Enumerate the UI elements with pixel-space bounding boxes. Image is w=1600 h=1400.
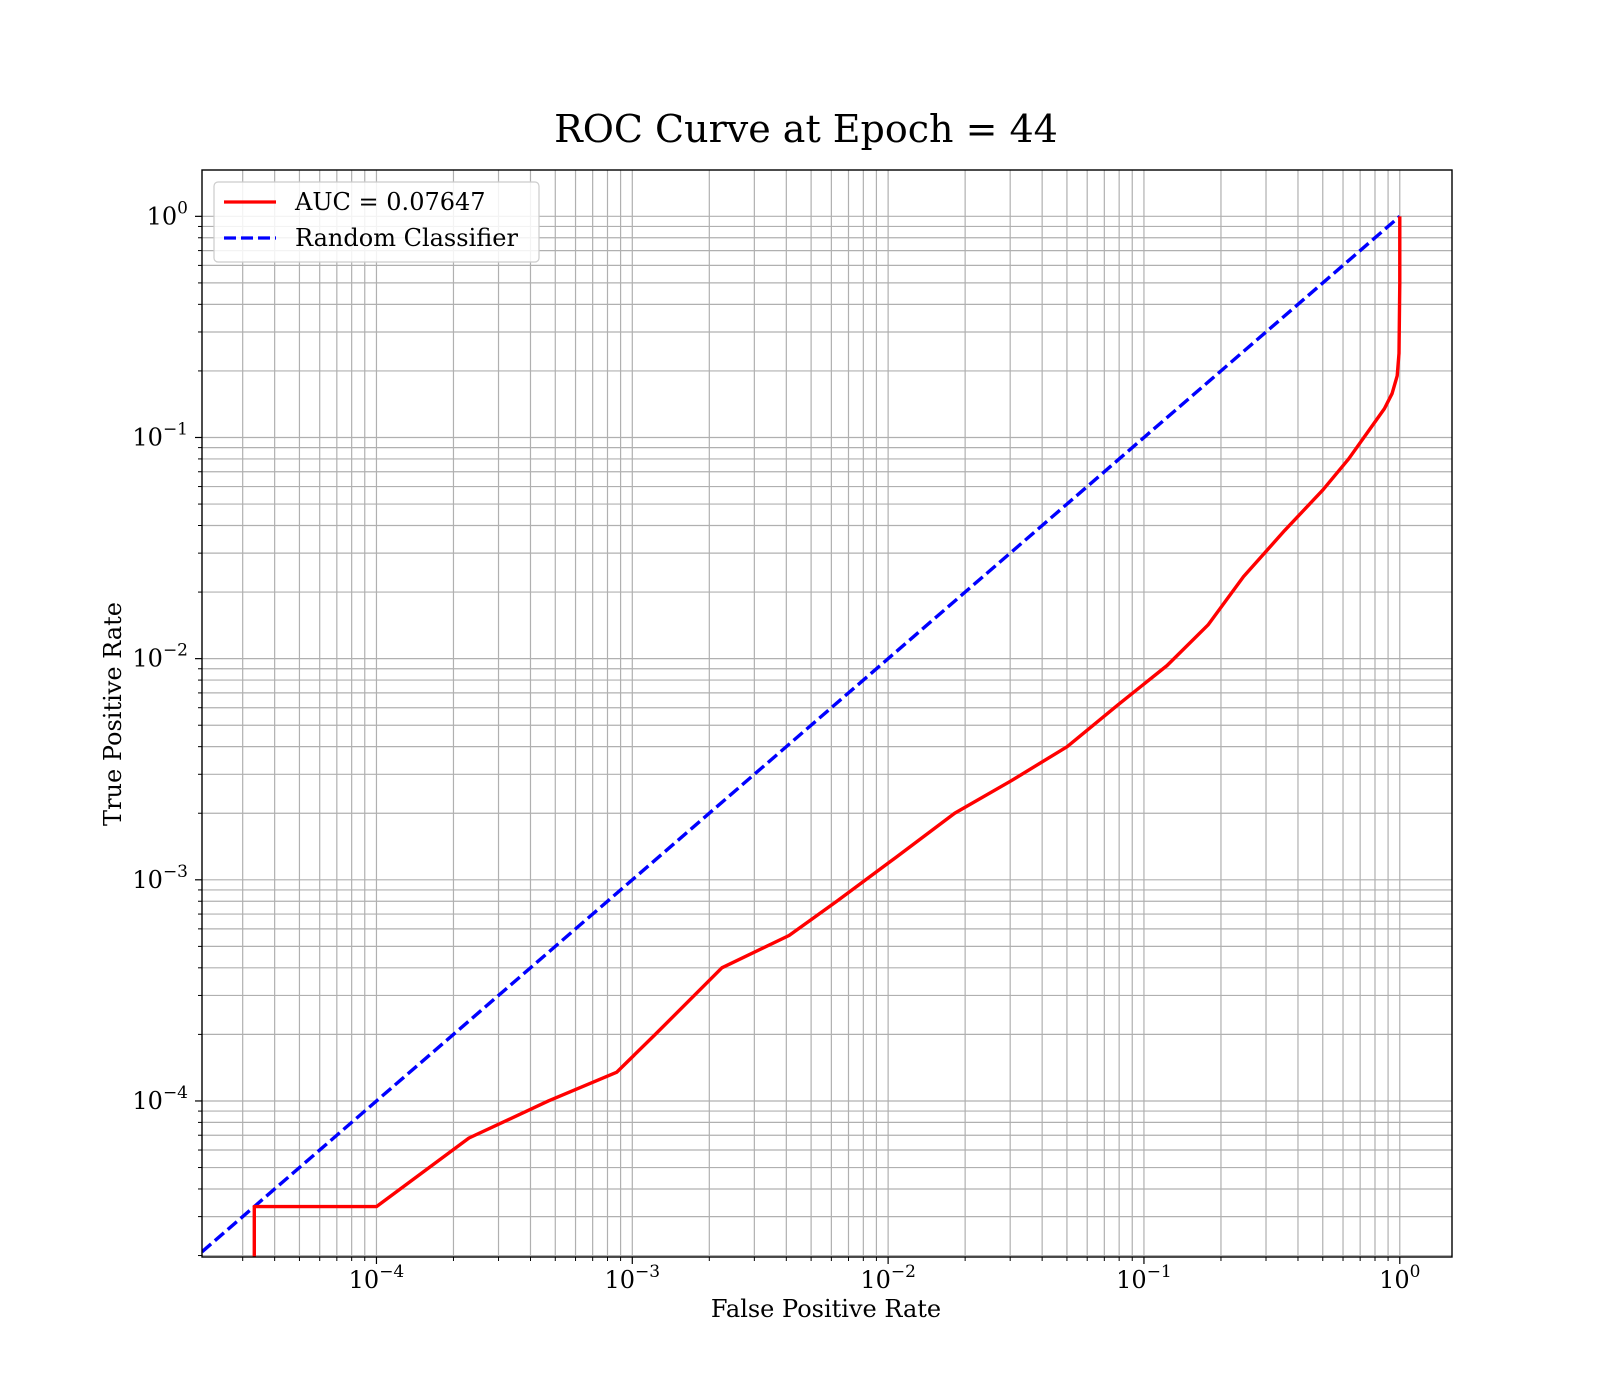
x-tick-base: 10: [349, 1266, 380, 1294]
x-tick-exponent: −3: [635, 1262, 660, 1282]
y-tick-label: 10−1: [132, 419, 188, 451]
x-tick-label: 100: [1379, 1262, 1420, 1294]
x-tick-label: 10−2: [860, 1262, 916, 1294]
plot-series: [202, 215, 1402, 1257]
legend-box: [213, 181, 540, 263]
legend-label-random: Random Classifier: [295, 224, 518, 252]
x-tick-base: 10: [860, 1266, 891, 1294]
x-tick-label: 10−3: [604, 1262, 660, 1294]
y-tick-label: 100: [147, 198, 188, 230]
y-tick-base: 10: [132, 423, 163, 451]
x-tick-base: 10: [1116, 1266, 1147, 1294]
y-tick-exponent: −3: [163, 862, 188, 882]
y-tick-label: 10−3: [132, 862, 188, 894]
y-tick-base: 10: [147, 202, 178, 230]
y-tick-base: 10: [132, 866, 163, 894]
y-tick-exponent: −1: [163, 419, 188, 439]
chart-title: ROC Curve at Epoch = 44: [554, 107, 1058, 151]
y-tick-exponent: −2: [163, 641, 188, 661]
x-tick-exponent: 0: [1410, 1262, 1421, 1282]
y-tick-base: 10: [132, 645, 163, 673]
x-tick-label: 10−1: [1116, 1262, 1172, 1294]
x-tick-base: 10: [604, 1266, 635, 1294]
x-axis-label: False Positive Rate: [711, 1295, 941, 1323]
legend: AUC = 0.07647 Random Classifier: [213, 181, 540, 263]
roc-curve-line: [252, 216, 1402, 1257]
x-tick-label: 10−4: [349, 1262, 405, 1294]
grid-lines: [202, 170, 1452, 1257]
y-axis-label: True Positive Rate: [99, 602, 127, 826]
y-tick-base: 10: [132, 1087, 163, 1115]
x-tick-exponent: −1: [1147, 1262, 1172, 1282]
random-classifier-line: [202, 215, 1401, 1254]
x-tick-exponent: −2: [891, 1262, 916, 1282]
x-tick-base: 10: [1379, 1266, 1410, 1294]
y-tick-exponent: 0: [177, 198, 188, 218]
y-tick-label: 10−4: [132, 1083, 188, 1115]
legend-label-auc: AUC = 0.07647: [294, 188, 486, 216]
y-tick-exponent: −4: [163, 1083, 188, 1103]
plot-frame: [201, 169, 1453, 1258]
x-tick-labels: 10−4 10−3 10−2 10−1 100: [349, 1262, 1421, 1294]
y-tick-label: 10−2: [132, 641, 188, 673]
x-tick-exponent: −4: [379, 1262, 404, 1282]
